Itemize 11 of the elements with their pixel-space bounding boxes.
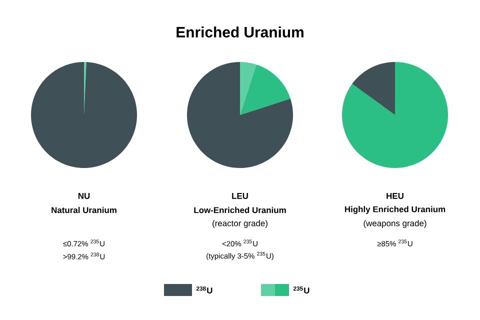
text: Natural Uranium: [52, 206, 116, 214]
text: (reactor grade): [212, 220, 268, 228]
chart-title: Enriched Uranium: [176, 26, 304, 38]
text: HEU: [386, 193, 404, 199]
legend-label: $^{238}$U: [196, 286, 212, 294]
text: LEU: [232, 193, 248, 199]
text: Highly Enriched Uranium: [344, 206, 446, 214]
text: (weapons grade): [364, 220, 426, 228]
legend-label: $^{235}$U: [293, 286, 310, 294]
text: NU: [78, 193, 90, 199]
text: Low-Enriched Uranium: [194, 206, 286, 214]
